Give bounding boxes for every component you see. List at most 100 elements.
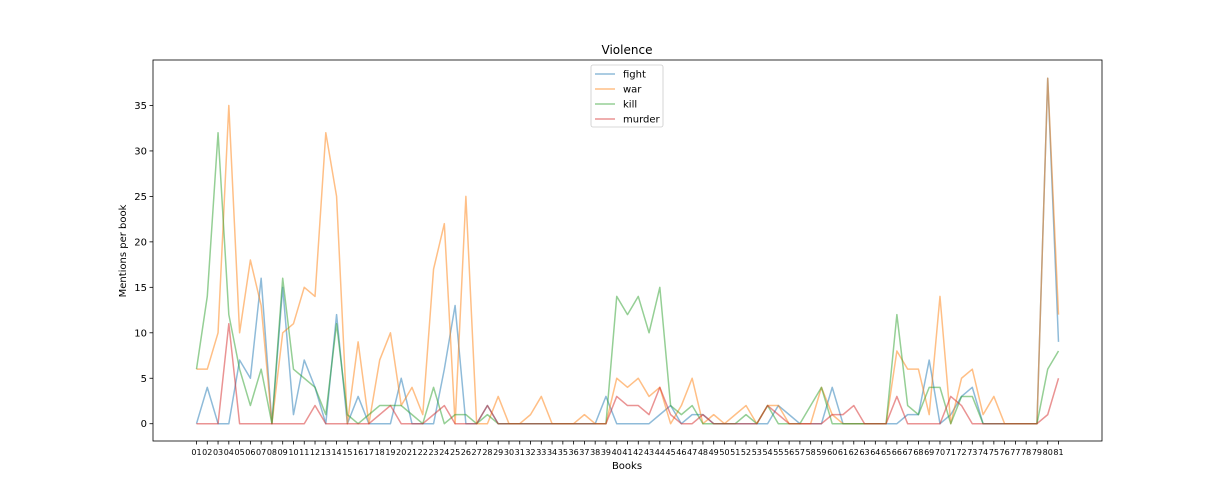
x-tick-label: 23 <box>428 448 438 457</box>
series-line-murder <box>196 322 1060 425</box>
x-tick-label: 60 <box>827 448 837 457</box>
legend-label-kill: kill <box>623 100 637 111</box>
x-tick-label: 52 <box>741 448 751 457</box>
x-tick-label: 24 <box>439 448 449 457</box>
x-tick-label: 18 <box>375 448 385 457</box>
x-tick-label: 40 <box>612 448 622 457</box>
legend: fight war kill murder <box>590 64 664 128</box>
x-tick-label: 29 <box>493 448 503 457</box>
x-tick-label: 28 <box>482 448 492 457</box>
x-tick-label: 07 <box>256 448 266 457</box>
y-tick-label: 35 <box>134 101 147 112</box>
x-tick-label: 27 <box>472 448 482 457</box>
x-tick-label: 16 <box>353 448 363 457</box>
x-tick-label: 53 <box>752 448 762 457</box>
x-tick-label: 54 <box>762 448 772 457</box>
x-tick-label: 45 <box>666 448 676 457</box>
x-tick-label: 33 <box>536 448 546 457</box>
y-tick-label: 15 <box>134 283 147 294</box>
x-tick-label: 31 <box>515 448 525 457</box>
series-lines <box>195 77 1060 425</box>
y-tick-label: 25 <box>134 192 147 203</box>
x-tick-label: 56 <box>784 448 794 457</box>
legend-label-fight: fight <box>623 70 646 81</box>
x-tick-label: 35 <box>558 448 568 457</box>
x-tick-label: 22 <box>418 448 428 457</box>
x-tick-label: 66 <box>892 448 902 457</box>
x-tick-label: 64 <box>870 448 880 457</box>
x-tick-label: 69 <box>924 448 934 457</box>
chart-title: Violence <box>602 43 653 57</box>
y-tick-label: 10 <box>134 328 147 339</box>
x-tick-label: 50 <box>719 448 729 457</box>
legend-box <box>590 64 664 128</box>
x-tick-label: 08 <box>267 448 277 457</box>
y-axis-label: Mentions per book <box>118 204 129 297</box>
x-tick-label: 47 <box>687 448 697 457</box>
x-tick-label: 62 <box>849 448 859 457</box>
x-axis-label: Books <box>612 461 642 472</box>
x-tick-label: 46 <box>676 448 686 457</box>
x-tick-label: 76 <box>1000 448 1010 457</box>
y-tick-label: 0 <box>141 419 147 430</box>
x-tick-label: 74 <box>978 448 988 457</box>
x-tick-label: 19 <box>385 448 395 457</box>
x-tick-label: 49 <box>709 448 719 457</box>
x-tick-label: 09 <box>278 448 288 457</box>
x-tick-label: 25 <box>450 448 460 457</box>
x-tick-label: 36 <box>569 448 579 457</box>
x-tick-label: 59 <box>816 448 826 457</box>
x-tick-label: 72 <box>956 448 966 457</box>
x-tick-label: 67 <box>903 448 913 457</box>
x-tick-label: 80 <box>1043 448 1053 457</box>
x-tick-label: 32 <box>525 448 535 457</box>
x-tick-label: 05 <box>235 448 245 457</box>
x-tick-label: 12 <box>310 448 320 457</box>
x-tick-label: 14 <box>331 448 341 457</box>
x-tick-label: 13 <box>321 448 331 457</box>
x-tick-label: 03 <box>213 448 223 457</box>
x-tick-label: 11 <box>299 448 309 457</box>
x-tick-label: 71 <box>946 448 956 457</box>
y-tick-label: 5 <box>141 374 147 385</box>
x-tick-label: 04 <box>224 448 234 457</box>
x-tick-label: 65 <box>881 448 891 457</box>
x-tick-label: 21 <box>407 448 417 457</box>
x-tick-label: 61 <box>838 448 848 457</box>
series-line-kill <box>195 131 1060 425</box>
x-tick-label: 78 <box>1021 448 1031 457</box>
x-tick-label: 17 <box>364 448 374 457</box>
x-tick-label: 75 <box>989 448 999 457</box>
x-tick-label: 79 <box>1032 448 1042 457</box>
x-tick-label: 02 <box>202 448 212 457</box>
x-tick-label: 81 <box>1053 448 1063 457</box>
x-tick-label: 42 <box>633 448 643 457</box>
x-tick-label: 70 <box>935 448 945 457</box>
x-tick-label: 39 <box>601 448 611 457</box>
y-tick-label: 30 <box>134 146 147 157</box>
x-tick-label: 30 <box>504 448 514 457</box>
x-tick-label: 51 <box>730 448 740 457</box>
x-tick-label: 73 <box>967 448 977 457</box>
x-tick-label: 44 <box>655 448 665 457</box>
x-tick-label: 01 <box>191 448 201 457</box>
x-tick-label: 63 <box>859 448 869 457</box>
y-tick-label: 20 <box>134 237 147 248</box>
legend-label-murder: murder <box>623 115 661 126</box>
x-tick-label: 06 <box>245 448 255 457</box>
x-tick-label: 15 <box>342 448 352 457</box>
x-tick-label: 34 <box>547 448 557 457</box>
x-tick-label: 55 <box>773 448 783 457</box>
x-tick-label: 38 <box>590 448 600 457</box>
x-tick-label: 26 <box>461 448 471 457</box>
x-tick-label: 57 <box>795 448 805 457</box>
x-tick-label: 58 <box>806 448 816 457</box>
x-tick-label: 37 <box>579 448 589 457</box>
series-line-war <box>196 77 1060 425</box>
legend-label-war: war <box>623 85 642 96</box>
x-tick-label: 20 <box>396 448 406 457</box>
x-tick-label: 48 <box>698 448 708 457</box>
x-tick-label: 68 <box>913 448 923 457</box>
